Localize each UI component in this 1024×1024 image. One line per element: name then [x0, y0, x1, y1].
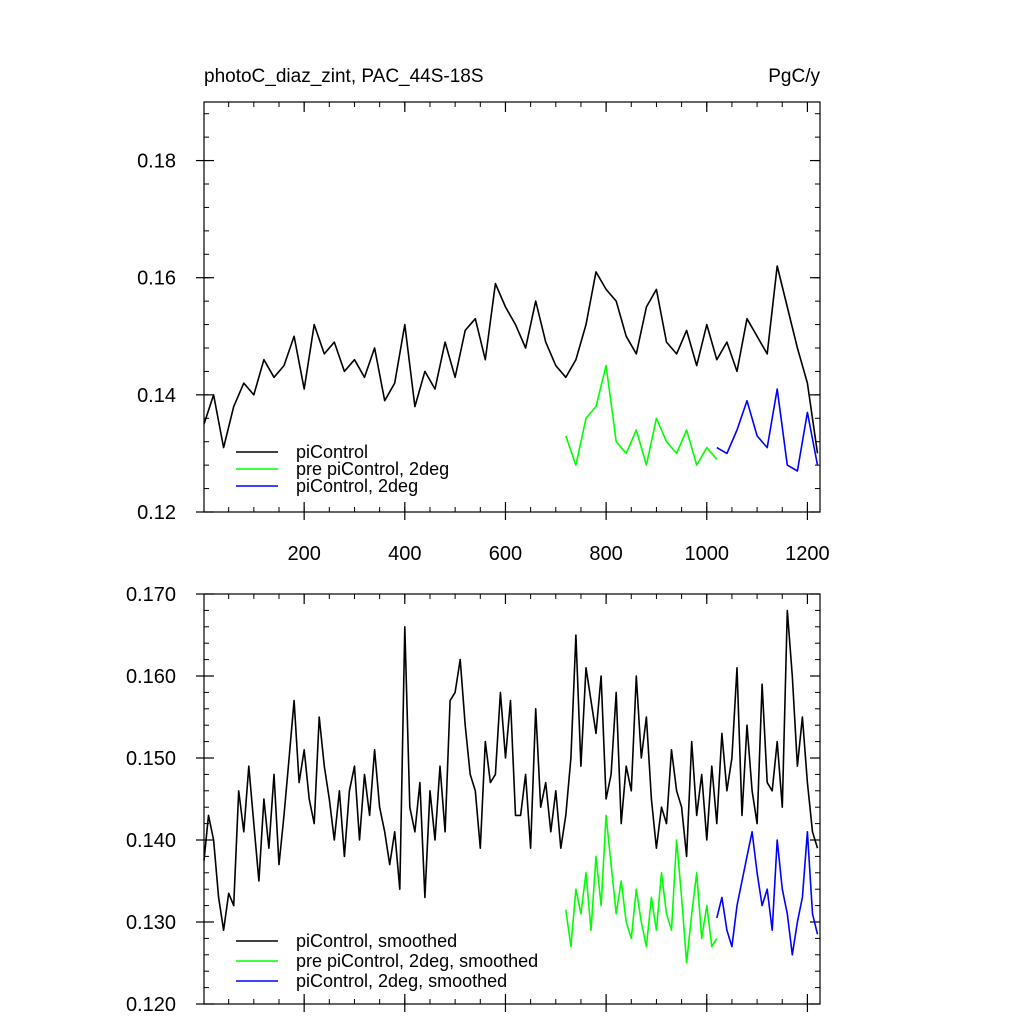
y-tick-label: 0.170 — [126, 584, 176, 606]
x-tick-label: 1000 — [685, 543, 730, 565]
y-tick-label: 0.18 — [137, 151, 176, 173]
top-series — [203, 265, 819, 472]
series-line-2 — [716, 388, 819, 472]
title-right: PgC/y — [768, 66, 820, 87]
series-line-1 — [565, 814, 718, 964]
legend-label-2: piControl, 2deg, smoothed — [296, 971, 507, 991]
x-tick-label: 600 — [489, 543, 522, 565]
legend-label-2: piControl, 2deg — [296, 476, 418, 496]
legend-label-1: pre piControl, 2deg, smoothed — [296, 951, 538, 971]
top-ticks: 200 400 600 800 1000 1200 0.12 0.14 0.16 0.18 — [137, 102, 830, 565]
legend-label-1: pre piControl, 2deg — [296, 459, 449, 479]
y-tick-label: 0.16 — [137, 268, 176, 290]
top-plot-frame — [203, 101, 821, 513]
x-tick-label: 200 — [287, 543, 320, 565]
title-left: photoC_diaz_zint, PAC_44S-18S — [204, 66, 484, 87]
series-line-0 — [203, 265, 819, 454]
series-line-2 — [716, 830, 819, 956]
y-tick-label: 0.160 — [126, 666, 176, 688]
y-tick-label: 0.120 — [126, 994, 176, 1016]
series-line-1 — [565, 364, 718, 466]
panel-bottom: 0.120 0.130 0.140 0.150 0.160 0.170 piControl… — [126, 584, 821, 1016]
legend-label-0: piControl, smoothed — [296, 931, 457, 951]
bottom-series — [203, 609, 819, 964]
y-tick-label: 0.150 — [126, 748, 176, 770]
y-tick-label: 0.14 — [137, 385, 176, 407]
x-tick-label: 400 — [388, 543, 421, 565]
y-tick-label: 0.130 — [126, 912, 176, 934]
y-tick-label: 0.12 — [137, 502, 176, 524]
series-line-0 — [203, 609, 819, 932]
bottom-plot-frame — [203, 593, 821, 1005]
legend-label-0: piControl — [296, 442, 368, 462]
panel-top: photoC_diaz_zint, PAC_44S-18S PgC/y 200 4… — [137, 66, 830, 565]
y-tick-label: 0.140 — [126, 830, 176, 852]
x-tick-label: 800 — [589, 543, 622, 565]
x-tick-label: 1200 — [785, 543, 830, 565]
